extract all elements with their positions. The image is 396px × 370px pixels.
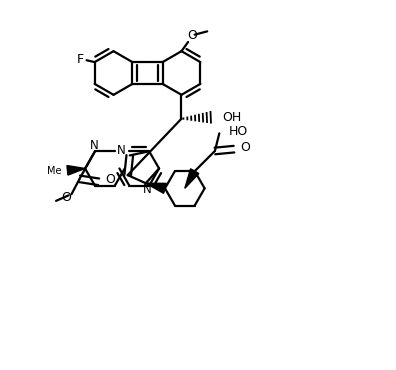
Text: O: O bbox=[240, 141, 250, 154]
Text: O: O bbox=[61, 191, 71, 204]
Polygon shape bbox=[185, 169, 199, 188]
Text: HO: HO bbox=[228, 125, 248, 138]
Text: O: O bbox=[187, 29, 197, 42]
Polygon shape bbox=[67, 165, 85, 175]
Text: N: N bbox=[117, 144, 126, 157]
Text: Me: Me bbox=[47, 166, 61, 176]
Text: F: F bbox=[77, 53, 84, 65]
Text: OH: OH bbox=[222, 111, 242, 124]
Polygon shape bbox=[146, 183, 166, 193]
Text: N: N bbox=[90, 139, 99, 152]
Text: N: N bbox=[143, 183, 152, 196]
Text: O: O bbox=[105, 174, 115, 186]
